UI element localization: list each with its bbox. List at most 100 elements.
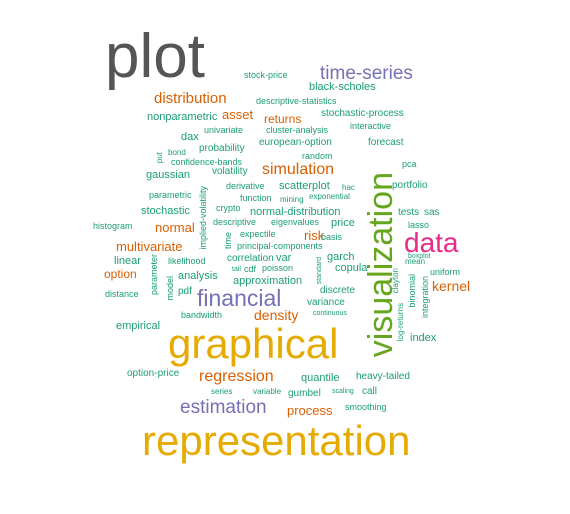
word-copula: copula (335, 262, 368, 274)
word-lasso: lasso (408, 220, 430, 230)
word-principal-components: principal-components (237, 241, 323, 251)
word-parametric: parametric (149, 190, 192, 200)
word-estimation: estimation (180, 397, 267, 418)
word-linear: linear (114, 255, 141, 267)
word-pdf: pdf (178, 286, 192, 297)
word-interactive: interactive (350, 121, 392, 131)
word-derivative: derivative (226, 181, 265, 191)
word-simulation: simulation (262, 161, 335, 178)
word-exponential: exponential (309, 192, 350, 201)
word-multivariate: multivariate (116, 239, 183, 254)
word-volatility: volatility (212, 166, 248, 177)
word-regression: regression (199, 368, 274, 385)
word-garch: garch (327, 251, 355, 263)
word-bond: bond (168, 148, 186, 157)
word-data: data (404, 227, 459, 258)
word-stock-price: stock-price (244, 70, 288, 80)
word-visualization: visualization (362, 172, 400, 358)
word-time-series: time-series (320, 63, 413, 84)
word-uniform: uniform (430, 267, 461, 277)
word-parameter: parameter (149, 254, 159, 296)
word-poisson: poisson (262, 263, 294, 273)
word-smoothing: smoothing (345, 402, 387, 412)
word-clayton: clayton (391, 268, 400, 294)
word-analysis: analysis (178, 270, 218, 282)
word-financial: financial (197, 285, 282, 311)
word-mean: mean (405, 257, 426, 266)
word-call: call (362, 386, 378, 397)
word-forecast: forecast (368, 137, 404, 148)
word-univariate: univariate (204, 125, 244, 135)
word-distribution: distribution (154, 90, 227, 107)
word-empirical: empirical (116, 320, 161, 332)
word-probability: probability (199, 143, 245, 154)
word-scatterplot: scatterplot (279, 180, 330, 192)
word-continuous: continuous (313, 310, 347, 317)
word-basis: basis (321, 232, 343, 242)
word-expectile: expectile (240, 229, 276, 239)
word-price: price (331, 217, 355, 229)
word-tests: tests (398, 207, 420, 218)
word-implied-volatility: implied-volatility (198, 186, 208, 250)
word-stochastic: stochastic (141, 205, 190, 217)
word-pca: pca (402, 159, 417, 169)
word-correlation: correlation (227, 253, 274, 264)
word-variable: variable (253, 387, 282, 396)
word-normal-distribution: normal-distribution (250, 206, 341, 218)
word-index: index (410, 332, 437, 344)
word-quantile: quantile (301, 372, 340, 384)
word-put: put (155, 152, 164, 164)
word-sas: sas (424, 207, 440, 218)
word-binomial: binomial (407, 274, 417, 308)
word-cluster-analysis: cluster-analysis (266, 125, 329, 135)
word-european-option: european-option (259, 137, 332, 148)
word-time: time (223, 232, 233, 250)
word-cdf: cdf (244, 264, 257, 274)
word-descriptive: descriptive (213, 217, 257, 227)
word-graphical: graphical (168, 320, 339, 367)
word-option: option (104, 267, 137, 281)
word-crypto: crypto (216, 203, 241, 213)
word-approximation: approximation (233, 275, 303, 287)
word-kernel: kernel (432, 278, 471, 294)
word-density: density (254, 307, 299, 323)
word-histogram: histogram (93, 221, 133, 231)
word-portfolio: portfolio (392, 180, 428, 191)
word-risk: risk (304, 228, 325, 243)
word-representation: representation (142, 417, 411, 464)
word-returns: returns (264, 112, 302, 126)
word-log-returns: log-returns (396, 303, 405, 342)
word-series: series (211, 387, 233, 396)
word-distance: distance (105, 289, 139, 299)
word-gumbel: gumbel (288, 388, 321, 399)
word-dax: dax (181, 131, 199, 143)
word-hac: hac (342, 183, 355, 192)
word-descriptive-statistics: descriptive-statistics (256, 96, 337, 106)
word-asset: asset (222, 107, 254, 122)
word-scaling: scaling (332, 388, 354, 395)
word-bandwidth: bandwidth (181, 310, 223, 320)
word-variance: variance (307, 297, 345, 308)
word-standard: standard (316, 257, 323, 285)
word-process: process (287, 403, 333, 418)
word-plot: plot (105, 22, 205, 91)
word-black-scholes: black-scholes (309, 81, 376, 93)
word-heavy-tailed: heavy-tailed (356, 371, 410, 382)
word-option-price: option-price (127, 368, 180, 379)
word-model: model (165, 276, 175, 301)
word-function: function (240, 193, 272, 203)
word-likelihood: likelihood (168, 256, 206, 266)
word-discrete: discrete (320, 285, 356, 296)
word-nonparametric: nonparametric (147, 111, 218, 123)
word-stochastic-process: stochastic-process (321, 108, 404, 119)
word-gaussian: gaussian (146, 169, 191, 181)
word-boxplot: boxplot (408, 253, 431, 260)
word-normal: normal (155, 220, 195, 235)
word-var: var (276, 252, 292, 264)
word-integration: integration (420, 276, 430, 319)
word-random: random (302, 151, 333, 161)
word-mining: mining (280, 195, 304, 204)
word-confidence-bands: confidence-bands (171, 157, 243, 167)
word-eigenvalues: eigenvalues (271, 217, 320, 227)
